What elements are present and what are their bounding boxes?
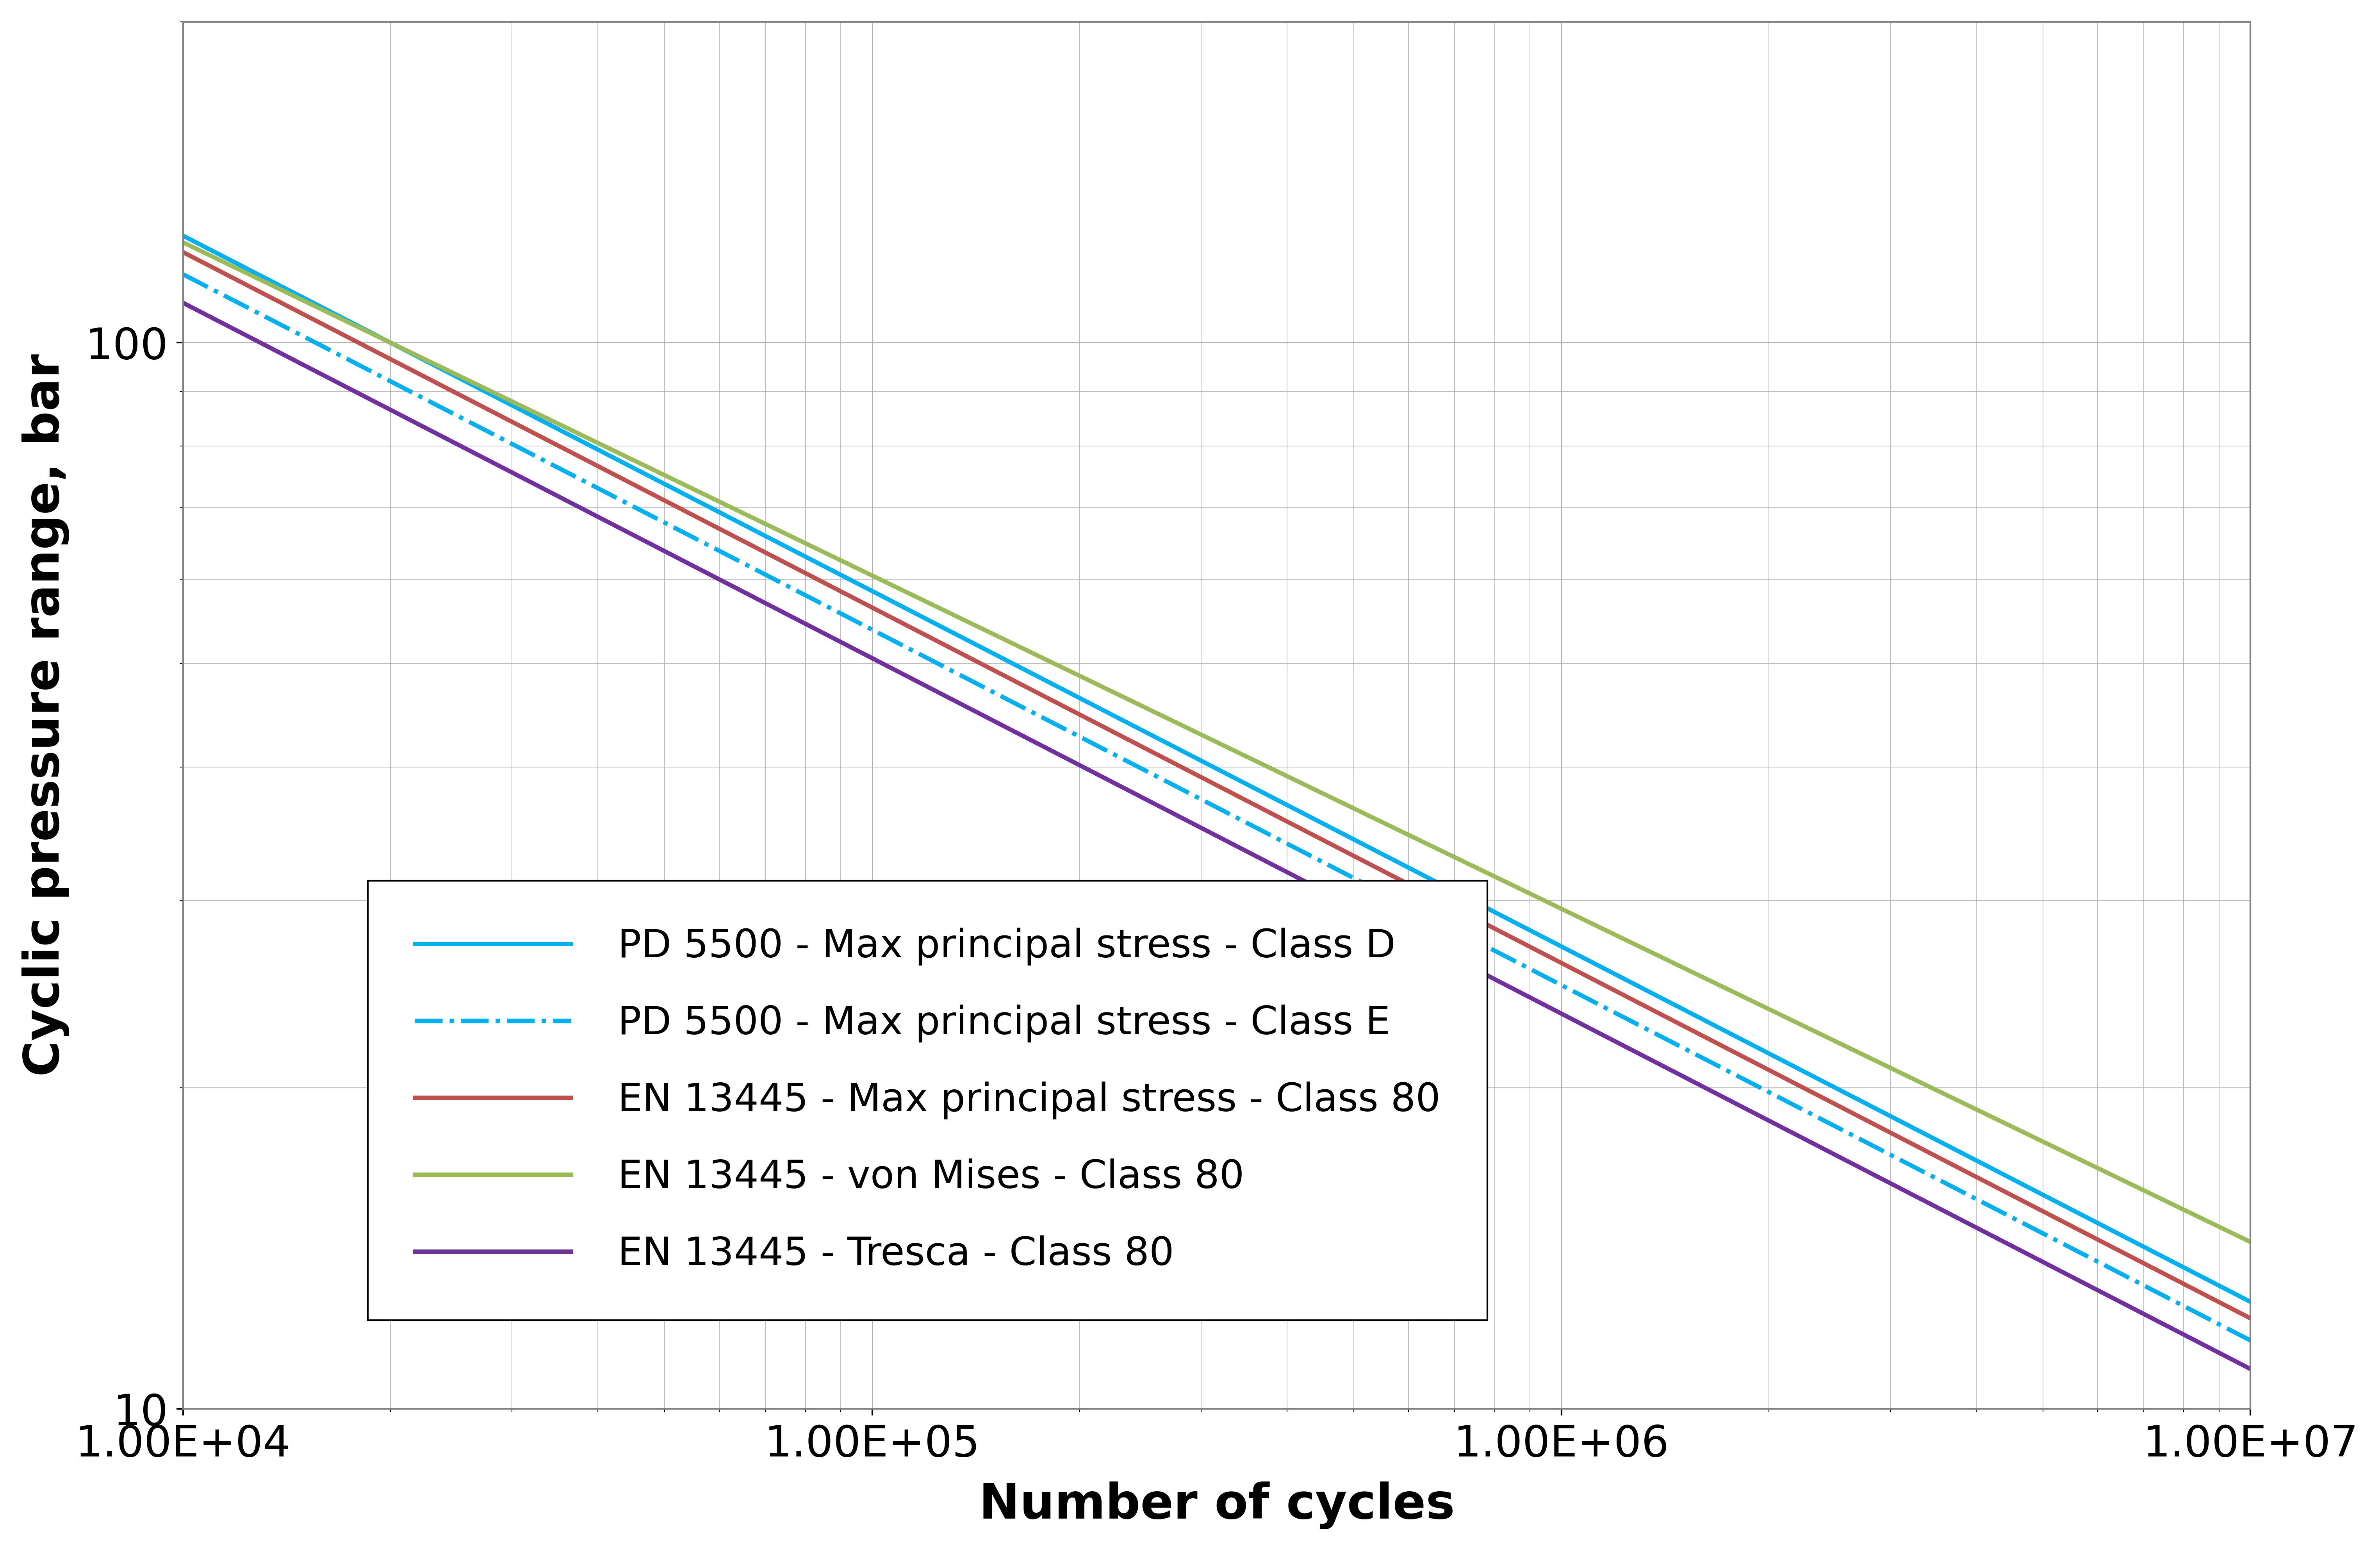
PD 5500 - Max principal stress - Class E <box>1587 997 1616 1016</box>
Line: EN 13445 - Tresca - Class 80: EN 13445 - Tresca - Class 80 <box>183 302 2251 1370</box>
PD 5500 - Max principal stress - Class D <box>381 335 409 354</box>
EN 13445 - Max principal stress - Class 80 <box>1587 976 1616 994</box>
EN 13445 - Tresca - Class 80 <box>169 293 198 312</box>
PD 5500 - Max principal stress - Class D <box>1081 696 1109 715</box>
EN 13445 - Tresca - Class 80 <box>381 402 409 420</box>
EN 13445 - von Mises - Class 80 <box>1818 1030 1847 1048</box>
PD 5500 - Max principal stress - Class E <box>381 374 409 392</box>
Line: EN 13445 - von Mises - Class 80: EN 13445 - von Mises - Class 80 <box>183 242 2251 1242</box>
EN 13445 - von Mises - Class 80 <box>1780 1013 1809 1031</box>
EN 13445 - Tresca - Class 80 <box>1081 763 1109 782</box>
PD 5500 - Max principal stress - Class D <box>1780 1058 1809 1076</box>
EN 13445 - von Mises - Class 80 <box>2237 1233 2266 1252</box>
EN 13445 - Tresca - Class 80 <box>1587 1025 1616 1044</box>
Y-axis label: Cyclic pressure range, bar: Cyclic pressure range, bar <box>21 354 69 1076</box>
PD 5500 - Max principal stress - Class D <box>1818 1076 1847 1095</box>
EN 13445 - Max principal stress - Class 80 <box>169 244 198 262</box>
EN 13445 - von Mises - Class 80 <box>381 335 409 354</box>
EN 13445 - Max principal stress - Class 80 <box>1004 675 1033 693</box>
PD 5500 - Max principal stress - Class D <box>1587 959 1616 977</box>
EN 13445 - Max principal stress - Class 80 <box>1818 1093 1847 1112</box>
Line: PD 5500 - Max principal stress - Class E: PD 5500 - Max principal stress - Class E <box>183 275 2251 1340</box>
X-axis label: Number of cycles: Number of cycles <box>978 1481 1454 1529</box>
PD 5500 - Max principal stress - Class D <box>2237 1292 2266 1311</box>
EN 13445 - Tresca - Class 80 <box>1818 1145 1847 1163</box>
EN 13445 - Tresca - Class 80 <box>1004 724 1033 743</box>
PD 5500 - Max principal stress - Class E <box>1081 735 1109 754</box>
EN 13445 - Max principal stress - Class 80 <box>381 352 409 371</box>
EN 13445 - von Mises - Class 80 <box>1081 673 1109 692</box>
PD 5500 - Max principal stress - Class E <box>169 265 198 284</box>
EN 13445 - Max principal stress - Class 80 <box>2237 1309 2266 1328</box>
PD 5500 - Max principal stress - Class E <box>1780 1097 1809 1115</box>
PD 5500 - Max principal stress - Class D <box>169 226 198 245</box>
EN 13445 - von Mises - Class 80 <box>1004 637 1033 656</box>
PD 5500 - Max principal stress - Class D <box>1004 658 1033 676</box>
EN 13445 - Max principal stress - Class 80 <box>1780 1075 1809 1093</box>
EN 13445 - Max principal stress - Class 80 <box>1081 712 1109 731</box>
EN 13445 - Tresca - Class 80 <box>1780 1124 1809 1143</box>
EN 13445 - von Mises - Class 80 <box>169 233 198 251</box>
PD 5500 - Max principal stress - Class E <box>1818 1115 1847 1134</box>
Line: EN 13445 - Max principal stress - Class 80: EN 13445 - Max principal stress - Class … <box>183 253 2251 1318</box>
EN 13445 - von Mises - Class 80 <box>1587 920 1616 938</box>
Line: PD 5500 - Max principal stress - Class D: PD 5500 - Max principal stress - Class D <box>183 236 2251 1301</box>
PD 5500 - Max principal stress - Class E <box>2237 1331 2266 1349</box>
Legend: PD 5500 - Max principal stress - Class D, PD 5500 - Max principal stress - Class: PD 5500 - Max principal stress - Class D… <box>369 881 1487 1320</box>
PD 5500 - Max principal stress - Class E <box>1004 696 1033 715</box>
EN 13445 - Tresca - Class 80 <box>2237 1360 2266 1379</box>
